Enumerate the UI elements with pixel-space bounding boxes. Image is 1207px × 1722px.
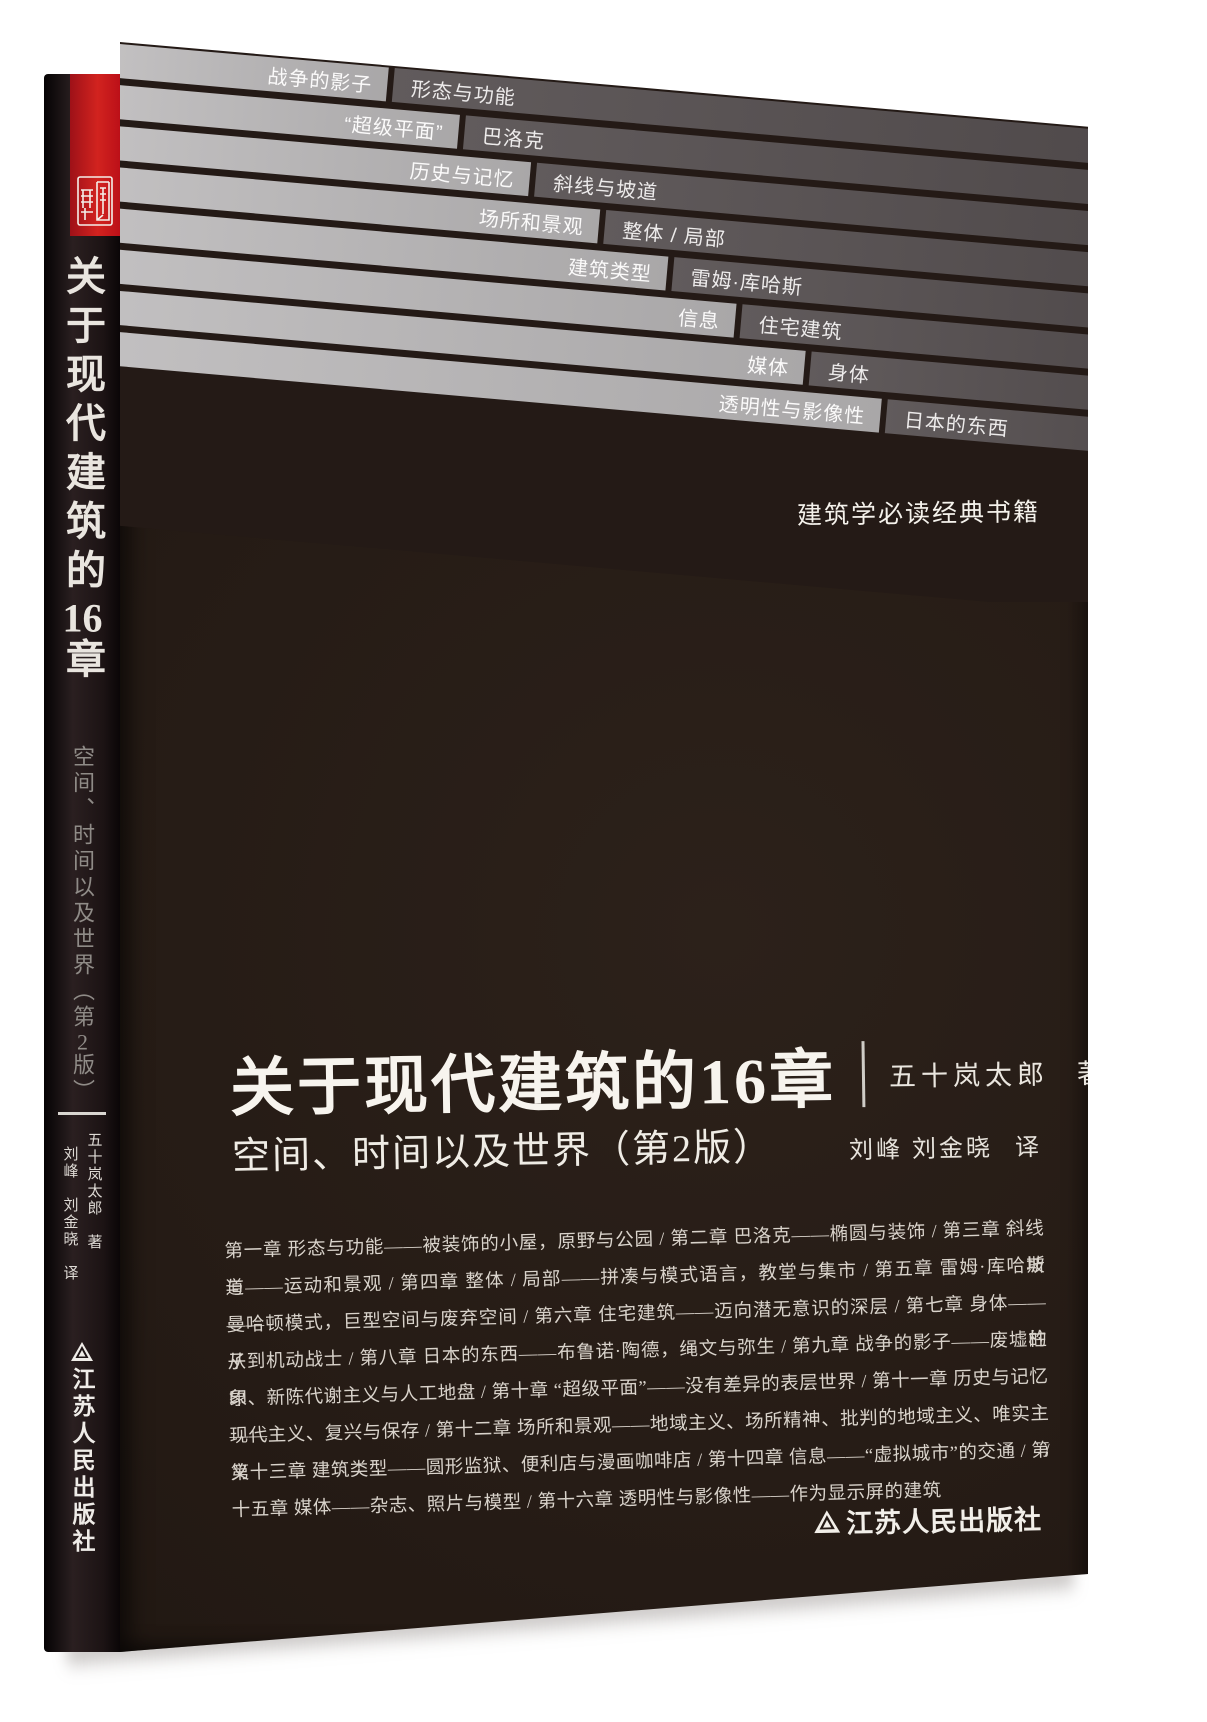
chapter-blurb: 第一章 形态与功能——被装饰的小屋，原野与公园 / 第二章 巴洛克——椭圆与装饰…: [224, 1211, 1052, 1530]
publisher-name: 江苏人民出版社: [845, 1504, 1043, 1539]
author-line: 五十岚太郎著: [889, 1051, 1110, 1093]
translator-line: 刘峰 刘金晓译: [849, 1127, 1043, 1165]
author-name: 五十岚太郎: [888, 1059, 1050, 1092]
book-spine: 关于现代建筑的16章 空间、时间以及世界（第2版） 五十岚太郎 著 刘峰 刘金晓…: [44, 74, 120, 1652]
spine-subtitle: 空间、时间以及世界（第2版）: [70, 745, 95, 1105]
author-role: 著: [1076, 1058, 1110, 1089]
classic-reading-badge: 建筑学必读经典书籍: [796, 499, 1041, 530]
publisher-mark-icon: [71, 1342, 93, 1361]
publisher-seal-logo: [77, 176, 113, 226]
spine-author: 五十岚太郎 著: [85, 1132, 102, 1251]
front-cover: 战争的影子 形态与功能 “超级平面” 巴洛克 历史与记忆 斜线与坡道 场所和景观…: [120, 42, 1088, 1652]
book-subtitle: 空间、时间以及世界（第2版）: [231, 1126, 774, 1178]
translator-names: 刘峰 刘金晓: [848, 1135, 994, 1165]
spine-translators: 刘峰 刘金晓 译: [61, 1146, 78, 1282]
publisher-line: 江苏人民出版社: [814, 1498, 1043, 1542]
publisher-mark-icon: [814, 1510, 840, 1534]
spine-publisher: 江苏人民出版社: [65, 1342, 99, 1556]
spine-publisher-name: 江苏人民出版社: [69, 1367, 95, 1556]
bar-label-right: 日本的东西: [885, 399, 1088, 461]
spine-divider: [58, 1112, 106, 1115]
translator-role: 译: [1014, 1134, 1043, 1162]
book-title: 关于现代建筑的16章: [229, 1044, 837, 1124]
spine-title: 关于现代建筑的16章: [60, 255, 105, 687]
title-divider: [861, 1041, 865, 1107]
spine-red-block: [70, 74, 120, 236]
spine-byline: 五十岚太郎 著 刘峰 刘金晓 译: [57, 1132, 108, 1282]
